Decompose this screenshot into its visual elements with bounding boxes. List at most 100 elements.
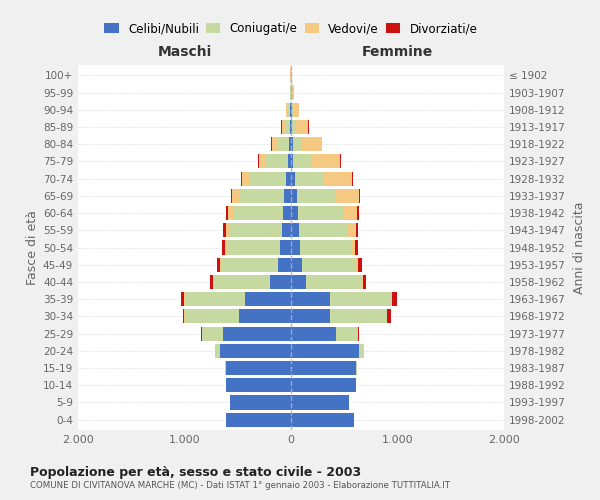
Bar bbox=[291, 120, 292, 134]
Bar bbox=[286, 172, 291, 185]
Bar bbox=[225, 240, 227, 254]
Bar bbox=[331, 292, 391, 306]
Text: Popolazione per età, sesso e stato civile - 2003: Popolazione per età, sesso e stato civil… bbox=[30, 466, 361, 479]
Bar bbox=[292, 102, 293, 117]
Bar bbox=[277, 137, 289, 152]
Bar bbox=[291, 412, 354, 426]
Bar bbox=[340, 154, 341, 168]
Bar bbox=[291, 137, 293, 152]
Bar bbox=[293, 137, 302, 152]
Bar bbox=[291, 189, 297, 203]
Bar bbox=[291, 154, 293, 168]
Bar bbox=[291, 223, 299, 238]
Bar bbox=[295, 172, 323, 185]
Bar bbox=[230, 223, 282, 238]
Bar bbox=[214, 275, 270, 289]
Bar bbox=[291, 102, 292, 117]
Bar bbox=[358, 326, 359, 340]
Bar bbox=[223, 326, 291, 340]
Bar bbox=[185, 310, 239, 324]
Bar bbox=[359, 344, 363, 358]
Bar bbox=[285, 120, 290, 134]
Bar bbox=[232, 189, 239, 203]
Bar bbox=[391, 292, 392, 306]
Text: Femmine: Femmine bbox=[362, 45, 433, 59]
Bar bbox=[250, 172, 286, 185]
Bar bbox=[355, 240, 358, 254]
Bar bbox=[282, 223, 291, 238]
Bar bbox=[225, 361, 226, 375]
Bar bbox=[302, 137, 322, 152]
Bar bbox=[290, 102, 291, 117]
Bar bbox=[291, 292, 331, 306]
Bar bbox=[291, 396, 349, 409]
Bar bbox=[291, 310, 331, 324]
Bar bbox=[270, 275, 291, 289]
Bar bbox=[343, 206, 357, 220]
Bar bbox=[217, 258, 220, 272]
Bar bbox=[211, 275, 214, 289]
Bar bbox=[291, 172, 295, 185]
Bar bbox=[228, 206, 233, 220]
Bar bbox=[220, 258, 222, 272]
Bar bbox=[185, 292, 245, 306]
Bar bbox=[296, 120, 308, 134]
Bar bbox=[182, 310, 184, 324]
Bar bbox=[348, 223, 356, 238]
Bar bbox=[351, 240, 355, 254]
Bar bbox=[216, 344, 220, 358]
Bar bbox=[352, 172, 353, 185]
Bar bbox=[222, 240, 225, 254]
Bar bbox=[291, 378, 356, 392]
Bar bbox=[358, 258, 362, 272]
Bar bbox=[226, 412, 291, 426]
Bar bbox=[362, 275, 363, 289]
Text: Maschi: Maschi bbox=[157, 45, 212, 59]
Bar bbox=[227, 240, 280, 254]
Bar bbox=[297, 189, 336, 203]
Bar bbox=[336, 189, 359, 203]
Y-axis label: Fasce di età: Fasce di età bbox=[26, 210, 39, 285]
Bar bbox=[291, 258, 302, 272]
Bar bbox=[202, 326, 223, 340]
Bar bbox=[284, 189, 291, 203]
Bar bbox=[278, 258, 291, 272]
Bar bbox=[298, 206, 343, 220]
Bar bbox=[283, 206, 291, 220]
Bar bbox=[290, 120, 291, 134]
Bar bbox=[233, 206, 283, 220]
Bar bbox=[293, 102, 299, 117]
Bar bbox=[291, 206, 298, 220]
Bar bbox=[291, 361, 356, 375]
Bar bbox=[222, 258, 278, 272]
Bar bbox=[245, 292, 291, 306]
Bar bbox=[302, 258, 356, 272]
Legend: Celibi/Nubili, Coniugati/e, Vedovi/e, Divorziati/e: Celibi/Nubili, Coniugati/e, Vedovi/e, Di… bbox=[102, 20, 480, 38]
Bar bbox=[323, 172, 352, 185]
Bar bbox=[280, 240, 291, 254]
Bar bbox=[356, 258, 358, 272]
Bar bbox=[242, 172, 250, 185]
Bar bbox=[226, 223, 230, 238]
Bar bbox=[311, 154, 340, 168]
Bar bbox=[299, 223, 348, 238]
Bar bbox=[331, 310, 387, 324]
Bar bbox=[259, 154, 266, 168]
Bar bbox=[291, 326, 336, 340]
Bar bbox=[300, 240, 351, 254]
Bar bbox=[291, 344, 359, 358]
Bar bbox=[239, 189, 284, 203]
Bar bbox=[230, 396, 291, 409]
Bar bbox=[363, 275, 366, 289]
Bar bbox=[291, 240, 300, 254]
Bar bbox=[336, 326, 358, 340]
Bar bbox=[241, 172, 242, 185]
Bar bbox=[392, 292, 397, 306]
Bar bbox=[292, 120, 296, 134]
Bar bbox=[387, 310, 391, 324]
Bar bbox=[286, 102, 288, 117]
Bar bbox=[226, 378, 291, 392]
Text: COMUNE DI CIVITANOVA MARCHE (MC) - Dati ISTAT 1° gennaio 2003 - Elaborazione TUT: COMUNE DI CIVITANOVA MARCHE (MC) - Dati … bbox=[30, 481, 450, 490]
Bar bbox=[231, 189, 232, 203]
Bar bbox=[226, 361, 291, 375]
